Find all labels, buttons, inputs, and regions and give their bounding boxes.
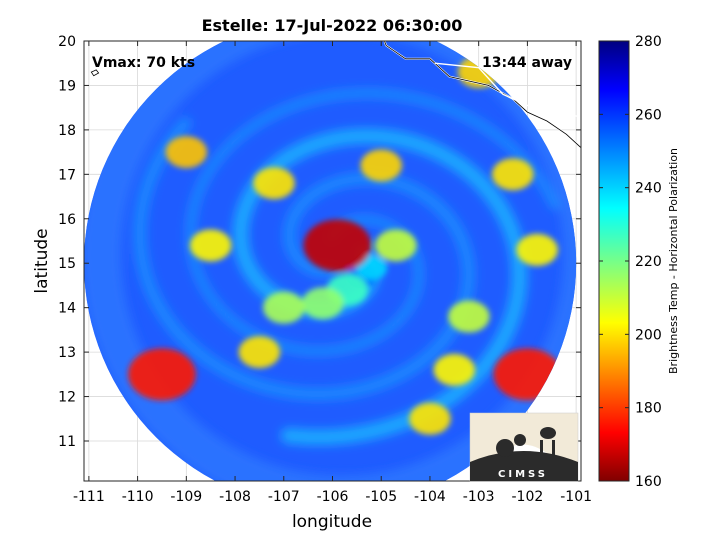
tb-feature [128, 348, 196, 401]
colorbar-ticks: 160 180 200 220 240 260 280 [599, 34, 662, 490]
y-tick-label: 11 [58, 434, 76, 450]
chart-title: Estelle: 17-Jul-2022 06:30:00 [202, 16, 463, 35]
x-tick-label: -108 [219, 489, 251, 505]
state-border [434, 62, 581, 118]
coastline [90, 41, 581, 149]
x-tick-label: -110 [122, 489, 154, 505]
coastline-path [384, 41, 581, 148]
x-axis-label: longitude [292, 512, 372, 532]
tb-feature [301, 287, 344, 320]
y-tick-label: 13 [58, 345, 76, 361]
tb-feature [238, 336, 281, 369]
y-tick-label: 15 [58, 256, 76, 272]
tb-feature [448, 300, 490, 333]
tb-feature [360, 149, 403, 182]
y-tick-label: 19 [58, 78, 76, 94]
colorbar-tick-label: 260 [635, 107, 662, 123]
x-tick-label: -103 [463, 489, 495, 505]
vmax-annotation: Vmax: 70 kts [92, 55, 195, 71]
y-axis-label: latitude [32, 228, 52, 293]
tb-feature [262, 291, 305, 324]
colorbar-tick-label: 220 [635, 254, 662, 270]
colorbar [598, 40, 630, 482]
tb-feature [516, 233, 558, 266]
brightness-temp-swath [84, 41, 577, 481]
island-outline [90, 69, 100, 77]
y-axis: 11 12 13 14 15 16 17 18 19 20 [58, 34, 581, 450]
y-tick-label: 20 [58, 34, 76, 50]
x-tick-label: -101 [560, 489, 592, 505]
y-tick-label: 17 [58, 167, 76, 183]
colorbar-tick-label: 160 [635, 474, 662, 490]
x-tick-label: -111 [73, 489, 105, 505]
y-tick-label: 12 [58, 390, 76, 406]
colorbar-tick-label: 280 [635, 34, 662, 50]
cimss-logo: CIMSS [469, 412, 579, 482]
tb-feature [491, 158, 534, 191]
tb-feature [433, 353, 476, 386]
colorbar-tick-label: 180 [635, 401, 662, 417]
y-tick-label: 14 [58, 301, 76, 317]
x-tick-label: -105 [365, 489, 397, 505]
tb-feature [409, 402, 451, 435]
colorbar-label: Brightness Temp - Horizontal Polarizatio… [667, 148, 680, 374]
outer-ring [84, 41, 577, 481]
colorbar-tick-label: 200 [635, 327, 662, 343]
x-tick-label: -102 [512, 489, 544, 505]
tb-feature [303, 219, 372, 272]
tb-feature [375, 229, 417, 262]
x-tick-label: -109 [170, 489, 202, 505]
x-tick-label: -106 [317, 489, 349, 505]
tb-feature [253, 167, 295, 200]
tb-feature [165, 136, 208, 169]
y-tick-label: 16 [58, 212, 76, 228]
time-away-annotation: 13:44 away [482, 55, 572, 71]
y-tick-label: 18 [58, 123, 76, 139]
rainband [133, 117, 476, 401]
x-axis: -111 -110 -109 -108 -107 -106 -105 -104 -103 -102… [73, 41, 592, 505]
x-tick-label: -107 [268, 489, 300, 505]
tb-feature [189, 229, 232, 262]
cimss-logo-text: CIMSS [498, 469, 548, 480]
rainband [185, 88, 560, 357]
colorbar-tick-label: 240 [635, 181, 662, 197]
x-tick-label: -104 [414, 489, 446, 505]
